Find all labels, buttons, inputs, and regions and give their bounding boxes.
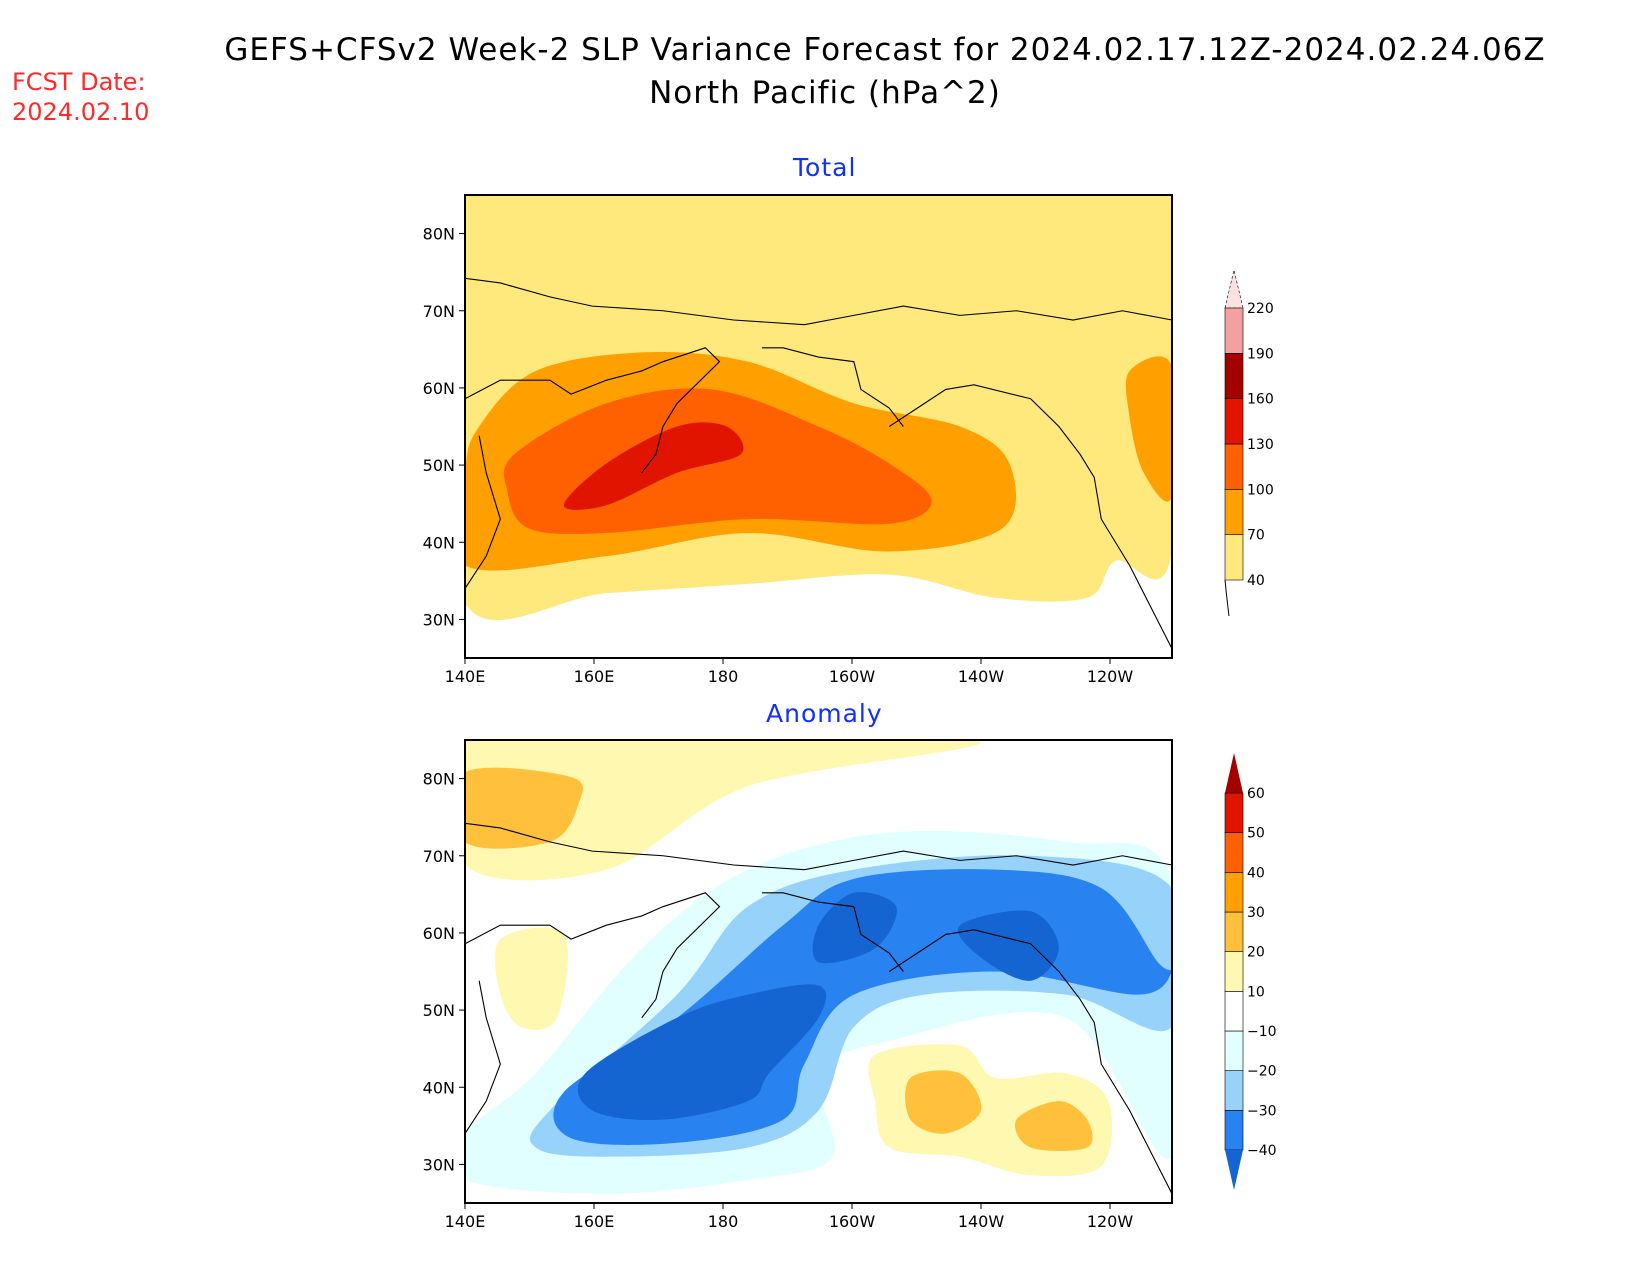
colorbar-triangle-top <box>1225 753 1243 793</box>
colorbar-label: 40 <box>1247 865 1265 881</box>
lon-tick-label: 180 <box>708 667 739 686</box>
lat-tick-label: 50N <box>423 1001 455 1020</box>
lon-tick-label: 140W <box>958 667 1005 686</box>
colorbar-label: 220 <box>1247 301 1274 317</box>
contour-fills <box>465 740 1172 1194</box>
colorbar-triangle-bottom <box>1224 579 1230 617</box>
lon-tick-label: 160E <box>574 667 615 686</box>
colorbar-label: 60 <box>1247 786 1265 802</box>
colorbar-box <box>1224 792 1244 833</box>
map-panel-total: 30N 40N 50N 60N 70N 80N 140E 160E 180 160W 140W 120… <box>423 194 1274 686</box>
contour-region <box>465 767 583 849</box>
map-panel-anomaly: 30N 40N 50N 60N 70N 80N 140E 160E 180 160W 140W 120… <box>423 739 1277 1231</box>
colorbar-label: 130 <box>1247 437 1274 453</box>
coastline <box>465 892 721 1019</box>
lon-tick-label: 140W <box>958 1212 1005 1231</box>
colorbar-label: 190 <box>1247 346 1274 362</box>
contour-region <box>577 984 827 1121</box>
panel-title-anomaly: Anomaly <box>766 699 883 728</box>
lat-tick-label: 40N <box>423 1078 455 1097</box>
lon-tick-label: 140E <box>445 1212 486 1231</box>
coastline <box>465 347 721 474</box>
colorbar-box <box>1224 307 1244 354</box>
colorbar-box <box>1224 832 1244 873</box>
coastline <box>761 347 904 427</box>
map-frame <box>464 194 1173 659</box>
contour-region <box>465 740 981 881</box>
lat-tick-label: 70N <box>423 302 455 321</box>
lat-tick-label: 60N <box>423 924 455 943</box>
colorbar-box <box>1224 534 1244 581</box>
lat-tick-label: 40N <box>423 533 455 552</box>
contour-region <box>812 892 897 964</box>
colorbar-label: 160 <box>1247 392 1274 408</box>
colorbar-box <box>1224 991 1244 1032</box>
lat-tick-label: 80N <box>423 225 455 244</box>
lon-tick-label: 160W <box>829 667 876 686</box>
colorbar-box <box>1224 872 1244 913</box>
contour-region <box>1014 1101 1093 1151</box>
lat-tick-label: 30N <box>423 1155 455 1174</box>
colorbar-box <box>1224 1030 1244 1071</box>
colorbar-label: 70 <box>1247 528 1265 544</box>
colorbar-label: 20 <box>1247 945 1265 961</box>
lon-tick-label: 120W <box>1087 1212 1134 1231</box>
colorbar-label: 30 <box>1247 905 1265 921</box>
contour-region <box>494 927 568 1030</box>
coastline <box>465 980 501 1134</box>
coastline <box>761 892 904 972</box>
figure-title-line2: North Pacific (hPa^2) <box>649 75 1001 111</box>
colorbar-label: −40 <box>1247 1143 1277 1159</box>
coastline <box>888 384 1172 649</box>
coastline <box>888 929 1172 1194</box>
colorbar-box <box>1224 489 1244 535</box>
coastline <box>465 822 1172 871</box>
colorbar-box <box>1224 443 1244 490</box>
coastline <box>465 435 501 589</box>
colorbar-label: 100 <box>1247 482 1274 498</box>
colorbar-label: 10 <box>1247 984 1265 1000</box>
colorbar-triangle-bottom <box>1225 1150 1243 1190</box>
contour-region <box>1125 356 1172 502</box>
lat-tick-label: 70N <box>423 847 455 866</box>
lat-tick-label: 80N <box>423 770 455 789</box>
colorbar-total: 40 70 100 130 160 190 220 <box>1224 269 1274 617</box>
colorbar-label: −30 <box>1247 1103 1277 1119</box>
fcst-date-label: FCST Date: <box>12 68 146 96</box>
colorbar-label: 50 <box>1247 826 1265 842</box>
lon-tick-label: 120W <box>1087 667 1134 686</box>
lon-tick-label: 140E <box>445 667 486 686</box>
colorbar-label: 40 <box>1247 573 1265 589</box>
contour-region <box>563 422 744 510</box>
contour-fills <box>465 195 1172 649</box>
colorbar-box <box>1224 911 1244 952</box>
colorbar-triangle-top <box>1224 269 1244 309</box>
colorbar-box <box>1224 951 1244 992</box>
contour-region <box>905 1070 982 1134</box>
colorbar-box <box>1224 398 1244 445</box>
colorbar-label: −20 <box>1247 1064 1277 1080</box>
colorbar-box <box>1224 1070 1244 1111</box>
lon-tick-label: 160W <box>829 1212 876 1231</box>
colorbar-anomaly: −40 −30 −20 −10 10 20 30 40 50 60 <box>1224 753 1277 1190</box>
lat-tick-label: 60N <box>423 379 455 398</box>
colorbar-box <box>1224 353 1244 399</box>
lon-tick-label: 160E <box>574 1212 615 1231</box>
colorbar-box <box>1224 1110 1244 1151</box>
lat-tick-label: 30N <box>423 610 455 629</box>
lon-tick-label: 180 <box>708 1212 739 1231</box>
panel-title-total: Total <box>793 153 857 182</box>
figure-title-line1: GEFS+CFSv2 Week-2 SLP Variance Forecast … <box>224 32 1546 68</box>
map-frame <box>464 739 1173 1204</box>
lat-tick-label: 50N <box>423 456 455 475</box>
coastline <box>465 277 1172 326</box>
contour-region <box>957 910 1059 981</box>
colorbar-label: −10 <box>1247 1024 1277 1040</box>
fcst-date-value: 2024.02.10 <box>12 98 150 126</box>
